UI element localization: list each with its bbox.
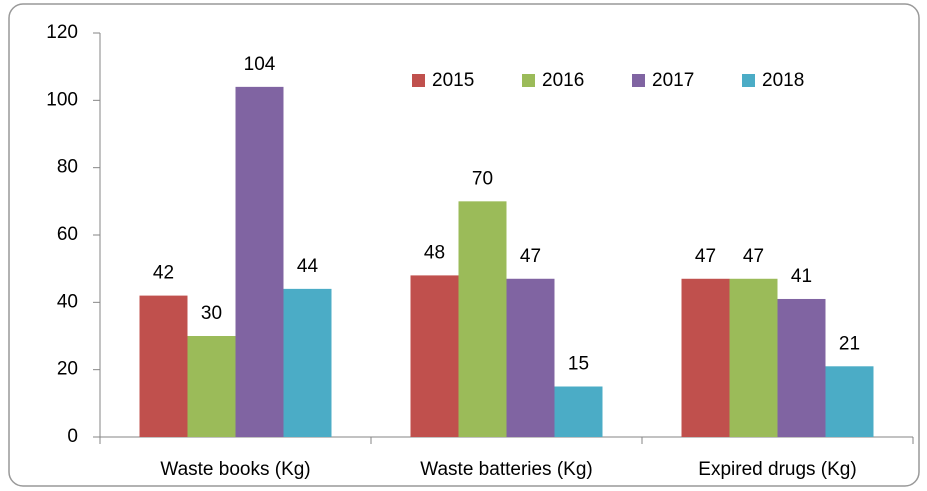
x-tick-label: Waste batteries (Kg) <box>420 459 592 480</box>
legend-swatch <box>522 74 535 87</box>
data-label: 104 <box>244 54 276 75</box>
legend-label: 2015 <box>432 70 474 91</box>
bar <box>506 278 555 437</box>
bar <box>681 278 730 437</box>
y-tick-label: 80 <box>57 157 78 178</box>
bar <box>458 201 507 437</box>
legend-label: 2016 <box>542 70 584 91</box>
bar <box>825 366 874 437</box>
y-tick-label: 60 <box>57 224 78 245</box>
x-tick-label: Expired drugs (Kg) <box>698 459 856 480</box>
legend-label: 2018 <box>762 70 804 91</box>
data-label: 48 <box>424 242 445 263</box>
y-tick-label: 0 <box>67 426 78 447</box>
data-label: 41 <box>791 266 812 287</box>
bar <box>777 298 826 437</box>
data-label: 70 <box>472 168 493 189</box>
data-label: 44 <box>297 256 319 277</box>
data-label: 21 <box>839 333 860 354</box>
y-tick-label: 120 <box>46 22 78 43</box>
bar <box>139 295 188 437</box>
bar <box>235 86 284 437</box>
data-label: 47 <box>743 246 764 267</box>
legend-swatch <box>742 74 755 87</box>
legend-swatch <box>412 74 425 87</box>
legend-swatch <box>632 74 645 87</box>
bar <box>729 278 778 437</box>
bar <box>554 386 603 437</box>
data-label: 30 <box>201 303 222 324</box>
bar <box>410 275 459 437</box>
y-tick-label: 40 <box>57 291 78 312</box>
y-tick-label: 20 <box>57 359 78 380</box>
data-label: 47 <box>695 246 716 267</box>
y-tick-label: 100 <box>46 89 78 110</box>
data-label: 47 <box>520 246 541 267</box>
x-tick-label: Waste books (Kg) <box>160 459 310 480</box>
bar <box>187 336 236 437</box>
data-label: 15 <box>568 354 589 375</box>
data-label: 42 <box>153 263 174 284</box>
bar <box>283 288 332 437</box>
legend-label: 2017 <box>652 70 694 91</box>
